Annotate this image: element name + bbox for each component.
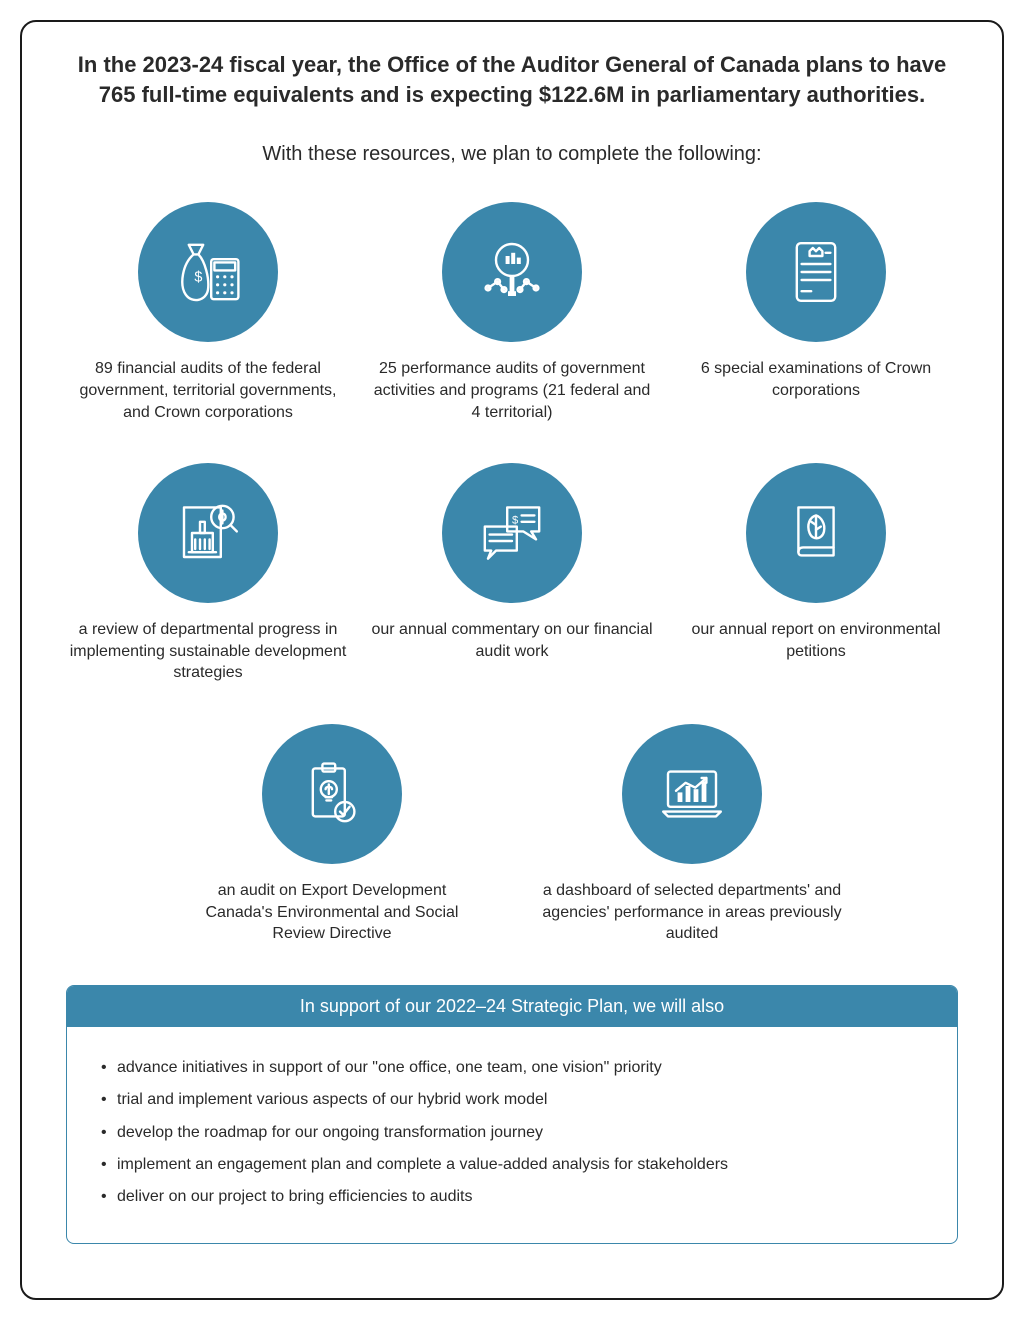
card-caption: 25 performance audits of government acti… <box>370 358 654 423</box>
card-departmental-review: a review of departmental progress in imp… <box>66 463 350 684</box>
card-dashboard: a dashboard of selected departments' and… <box>542 724 842 945</box>
row-3: an audit on Export Development Canada's … <box>66 724 958 945</box>
chat-dollar-icon: $ <box>442 463 582 603</box>
clipboard-idea-check-icon <box>262 724 402 864</box>
card-caption: 6 special examinations of Crown corporat… <box>674 358 958 401</box>
bullet-item: implement an engagement plan and complet… <box>95 1154 929 1176</box>
bullet-item: develop the roadmap for our ongoing tran… <box>95 1122 929 1144</box>
svg-text:$: $ <box>512 515 519 527</box>
card-environmental-report: our annual report on environmental petit… <box>674 463 958 684</box>
card-caption: a review of departmental progress in imp… <box>66 619 350 684</box>
headline: In the 2023-24 fiscal year, the Office o… <box>66 50 958 109</box>
infographic-frame: In the 2023-24 fiscal year, the Office o… <box>20 20 1004 1300</box>
document-crown-icon <box>746 202 886 342</box>
row-2: a review of departmental progress in imp… <box>66 463 958 684</box>
laptop-chart-icon <box>622 724 762 864</box>
bullet-list: advance initiatives in support of our "o… <box>95 1057 929 1209</box>
card-caption: a dashboard of selected departments' and… <box>542 880 842 945</box>
magnifier-chart-icon <box>442 202 582 342</box>
card-financial-audits: $ 89 financial audits of the federal gov… <box>66 202 350 423</box>
book-leaf-icon <box>746 463 886 603</box>
building-magnifier-icon <box>138 463 278 603</box>
row-1: $ 89 financial audits of the federal gov… <box>66 202 958 423</box>
card-special-examinations: 6 special examinations of Crown corporat… <box>674 202 958 423</box>
bullet-item: deliver on our project to bring efficien… <box>95 1186 929 1208</box>
card-caption: an audit on Export Development Canada's … <box>182 880 482 945</box>
card-caption: 89 financial audits of the federal gover… <box>66 358 350 423</box>
money-bag-calculator-icon: $ <box>138 202 278 342</box>
bullet-item: advance initiatives in support of our "o… <box>95 1057 929 1079</box>
strategic-plan-panel: In support of our 2022–24 Strategic Plan… <box>66 985 958 1244</box>
card-annual-commentary: $ our annual commentary on our financial… <box>370 463 654 684</box>
card-caption: our annual report on environmental petit… <box>674 619 958 662</box>
panel-title: In support of our 2022–24 Strategic Plan… <box>67 986 957 1027</box>
svg-text:$: $ <box>194 270 202 286</box>
card-caption: our annual commentary on our financial a… <box>370 619 654 662</box>
card-performance-audits: 25 performance audits of government acti… <box>370 202 654 423</box>
panel-body: advance initiatives in support of our "o… <box>67 1027 957 1243</box>
card-export-audit: an audit on Export Development Canada's … <box>182 724 482 945</box>
bullet-item: trial and implement various aspects of o… <box>95 1089 929 1111</box>
subheadline: With these resources, we plan to complet… <box>66 143 958 166</box>
